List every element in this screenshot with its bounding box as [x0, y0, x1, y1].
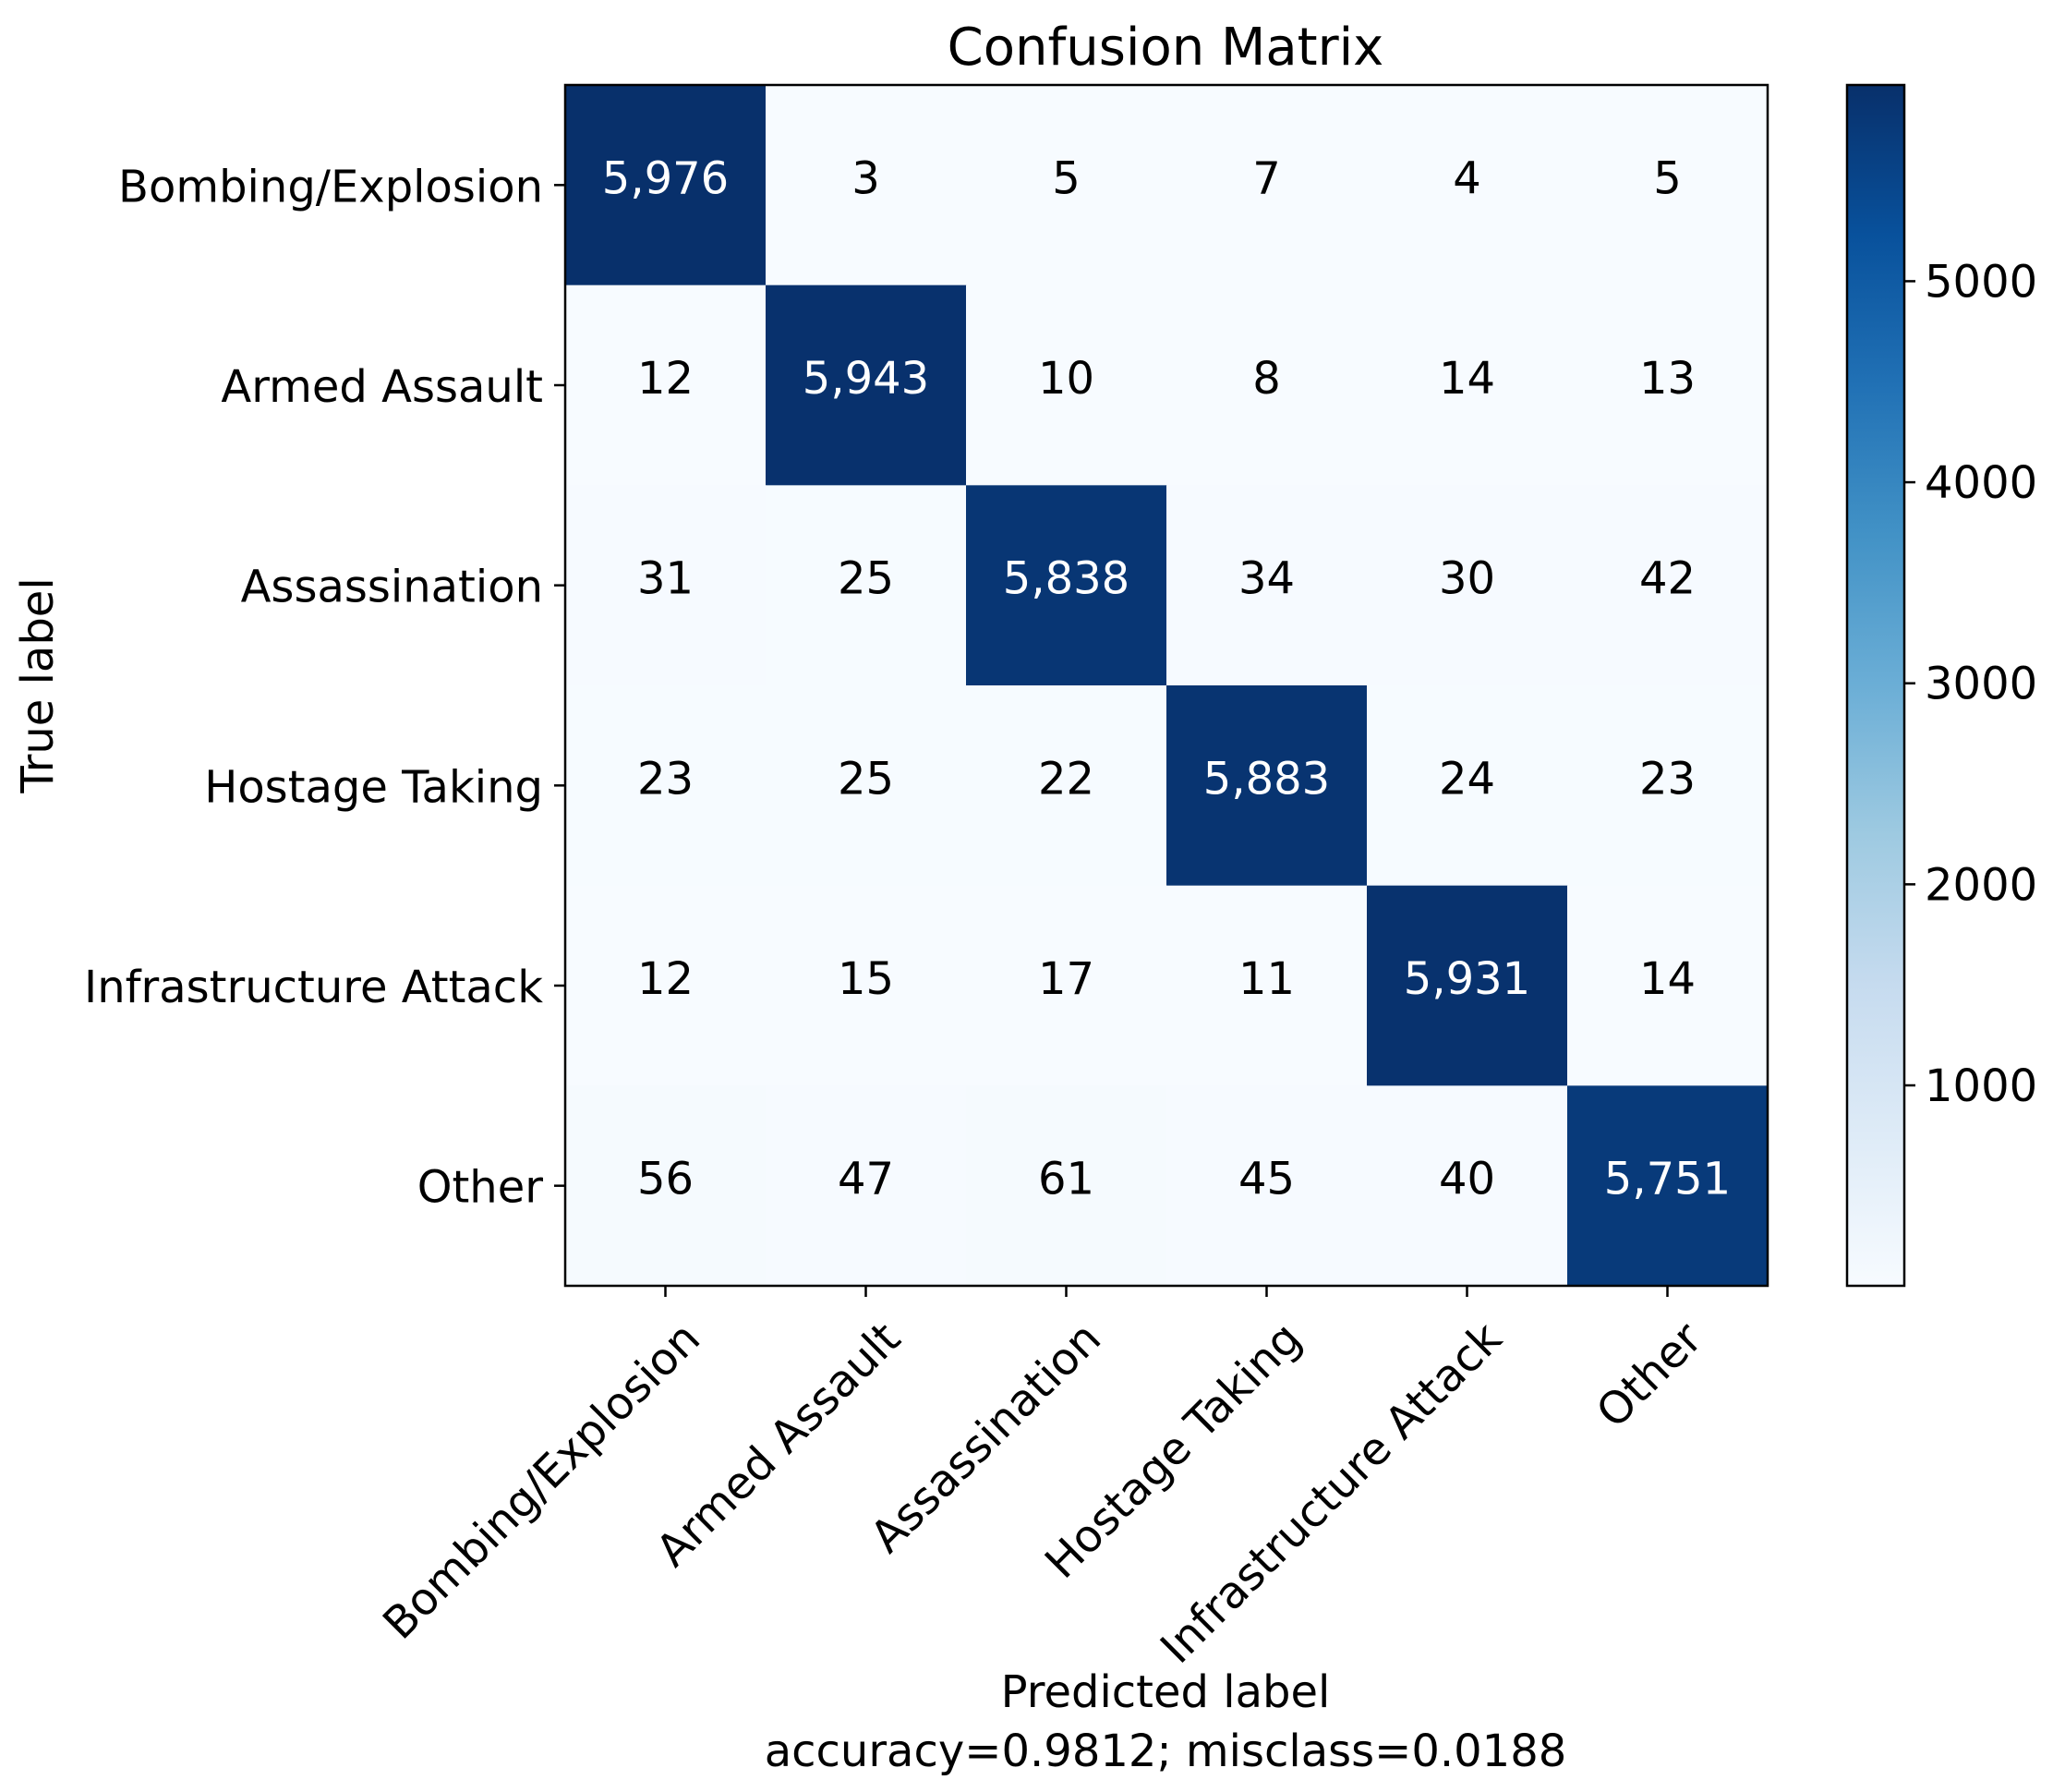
y-axis-label: True label: [12, 577, 64, 793]
cell-value-label: 15: [838, 953, 894, 1005]
heatmap-cell: [565, 85, 767, 286]
cell-value-label: 10: [1038, 353, 1094, 405]
heatmap-cell: [966, 885, 1167, 1086]
cell-value-label: 24: [1439, 753, 1495, 805]
heatmap-cell: [966, 685, 1167, 887]
y-tick-label: Armed Assault: [221, 361, 543, 413]
cell-value-label: 5,931: [1404, 953, 1530, 1005]
heatmap-cell: [966, 85, 1167, 286]
cell-value-label: 23: [637, 753, 694, 805]
y-tick-label: Infrastructure Attack: [84, 962, 543, 1013]
cell-value-label: 14: [1439, 353, 1495, 405]
heatmap-cell: [1166, 485, 1368, 686]
colorbar-ticks: 1000 2000 3000 4000 5000: [1904, 256, 2037, 1112]
cell-value-label: 25: [838, 553, 894, 605]
heatmap-cell: [766, 885, 967, 1086]
heatmap-cell: [1166, 285, 1368, 486]
cell-value-label: 5,943: [803, 353, 929, 405]
heatmap-cell: [1166, 1085, 1368, 1287]
cell-value-label: 17: [1038, 953, 1094, 1005]
heatmap-cell: [1166, 885, 1368, 1086]
cell-value-label: 5,838: [1003, 553, 1129, 605]
heatmap-cell: [565, 885, 767, 1086]
cell-value-label: 40: [1439, 1154, 1495, 1205]
cell-value-label: 31: [637, 553, 694, 605]
y-tick-label: Hostage Taking: [204, 761, 543, 813]
heatmap-cell: [1367, 485, 1568, 686]
heatmap-cell: [1567, 1085, 1769, 1287]
y-axis-ticks: Bombing/Explosion Armed Assault Assassinat…: [84, 161, 565, 1214]
cell-value-label: 5,976: [602, 152, 729, 204]
cell-value-label: 25: [838, 753, 894, 805]
cell-value-label: 13: [1639, 353, 1696, 405]
heatmap-cell: [766, 485, 967, 686]
heatmap-cell: [766, 85, 967, 286]
cell-value-label: 23: [1639, 753, 1696, 805]
y-tick-label: Other: [417, 1162, 544, 1214]
cell-value-label: 12: [637, 353, 694, 405]
heatmap-cell: [1567, 285, 1769, 486]
cell-value-label: 5,883: [1203, 753, 1330, 805]
heatmap-cell: [1166, 685, 1368, 887]
heatmap-cell: [1567, 685, 1769, 887]
x-tick-label: Other: [1587, 1313, 1712, 1438]
cell-value-label: 5: [1052, 152, 1081, 204]
x-axis-label: Predicted label: [1001, 1666, 1331, 1718]
heatmap-cell: [565, 485, 767, 686]
cell-value-label: 14: [1639, 953, 1696, 1005]
heatmap-cell: [565, 1085, 767, 1287]
cell-value-label: 47: [838, 1154, 894, 1205]
colorbar-tick-label: 2000: [1925, 859, 2037, 911]
plot-frame: [563, 83, 1769, 1288]
y-tick-label: Assassination: [241, 562, 543, 613]
heatmap-cell: [1567, 885, 1769, 1086]
colorbar: [1845, 83, 1906, 1288]
heatmap-cell: [1367, 285, 1568, 486]
heatmap-cells: [565, 85, 1769, 1287]
colorbar-tick-label: 3000: [1925, 659, 2037, 710]
heatmap-cell: [966, 485, 1167, 686]
y-tick-label: Bombing/Explosion: [118, 161, 543, 212]
heatmap-cell: [766, 685, 967, 887]
heatmap-cell: [565, 685, 767, 887]
cell-value-label: 12: [637, 953, 694, 1005]
cell-value-label: 56: [637, 1154, 694, 1205]
heatmap-cell: [1567, 485, 1769, 686]
heatmap-cell: [1367, 885, 1568, 1086]
colorbar-tick-label: 1000: [1925, 1060, 2037, 1112]
cell-value-label: 45: [1238, 1154, 1295, 1205]
heatmap-cell: [966, 285, 1167, 486]
colorbar-tick-label: 5000: [1925, 256, 2037, 308]
heatmap-cell: [766, 285, 967, 486]
x-tick-label: Infrastructure Attack: [1151, 1313, 1512, 1674]
cell-value-label: 4: [1453, 152, 1481, 204]
heatmap-cell: [1367, 1085, 1568, 1287]
cell-value-label: 3: [851, 152, 880, 204]
heatmap-cell: [1367, 85, 1568, 286]
heatmap-cell: [1367, 685, 1568, 887]
cell-value-label: 8: [1252, 353, 1281, 405]
cell-value-label: 30: [1439, 553, 1495, 605]
x-tick-label: Bombing/Explosion: [373, 1313, 710, 1650]
cell-value-label: 61: [1038, 1154, 1094, 1205]
cell-value-label: 42: [1639, 553, 1696, 605]
heatmap-cell: [565, 285, 767, 486]
heatmap-cell: [1567, 85, 1769, 286]
cell-value-label: 7: [1252, 152, 1281, 204]
chart-title: Confusion Matrix: [948, 18, 1384, 78]
cell-value-label: 34: [1238, 553, 1295, 605]
cell-value-label: 5,751: [1604, 1154, 1731, 1205]
cell-value-label: 22: [1038, 753, 1094, 805]
x-axis-note: accuracy=0.9812; misclass=0.0188: [765, 1725, 1567, 1777]
cell-value-label: 11: [1238, 953, 1295, 1005]
colorbar-tick-label: 4000: [1925, 457, 2037, 509]
heatmap-cell: [1166, 85, 1368, 286]
heatmap-cell: [966, 1085, 1167, 1287]
cell-value-label: 5: [1653, 152, 1682, 204]
heatmap-cell: [766, 1085, 967, 1287]
